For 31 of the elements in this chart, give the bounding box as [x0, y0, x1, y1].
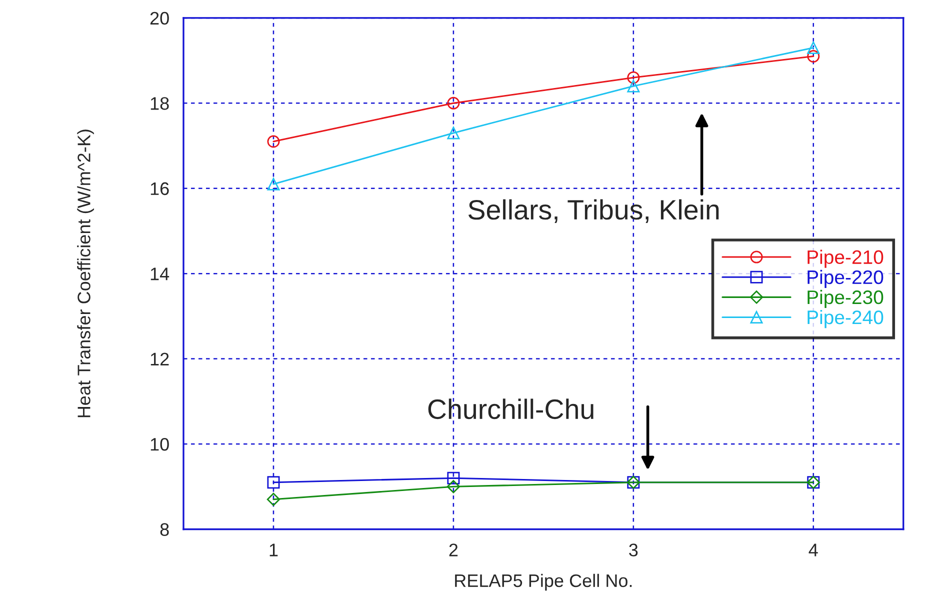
point	[446, 480, 460, 494]
y-tick-label: 18	[150, 97, 169, 110]
x-axis-title: RELAP5 Pipe Cell No.	[455, 574, 632, 591]
x-tick-label: 2	[449, 544, 458, 556]
y-tick-label: 20	[150, 12, 169, 25]
y-axis-title: Heat Transfer Coefficient (W/m^2-K)	[77, 130, 94, 418]
x-tick-label: 3	[629, 544, 638, 556]
point	[447, 472, 460, 484]
y-tick-label: 16	[150, 182, 169, 196]
x-tick-label: 1	[270, 544, 278, 556]
annotation: Churchill-Chu	[428, 398, 594, 420]
x-tick-label: 4	[808, 544, 818, 556]
y-tick-label: 14	[150, 268, 170, 280]
legend-label: Pipe-240	[808, 310, 884, 328]
point	[267, 476, 280, 489]
legend-label: Pipe-210	[808, 250, 884, 268]
y-tick-label: 12	[150, 352, 169, 366]
point	[627, 71, 640, 84]
legend-label: Pipe-230	[808, 290, 884, 308]
point	[267, 178, 280, 190]
point	[447, 126, 460, 140]
point	[267, 135, 280, 148]
point	[266, 492, 280, 506]
point	[807, 50, 820, 63]
point	[447, 96, 460, 110]
point	[627, 80, 640, 92]
point	[807, 42, 820, 54]
legend-label: Pipe-220	[808, 270, 884, 288]
y-tick-label: 8	[160, 523, 169, 536]
y-tick-label: 10	[150, 438, 169, 451]
annotation: Sellars, Tribus, Klein	[468, 199, 719, 223]
